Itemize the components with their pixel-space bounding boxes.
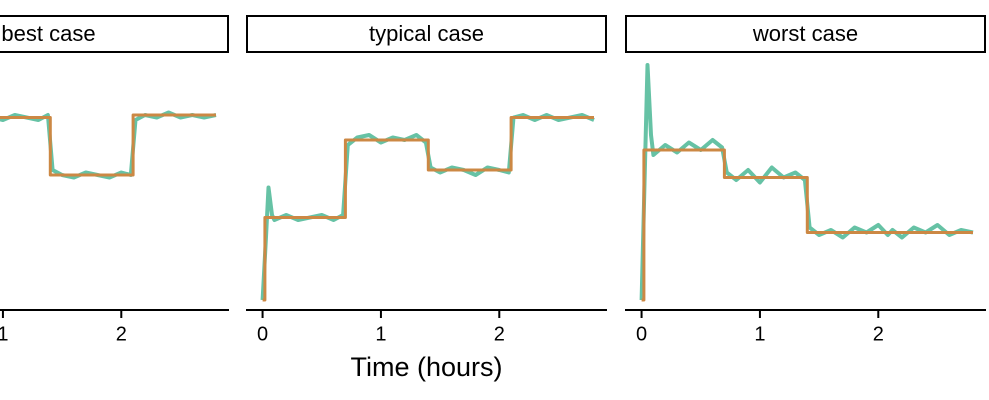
data-line [641, 148, 973, 302]
strip-label: worst case [752, 21, 858, 46]
strip [0, 15, 229, 53]
strip [625, 15, 986, 53]
strip-label: best case [1, 21, 95, 46]
x-tick-label: 2 [494, 323, 505, 345]
x-tick-label: 1 [375, 323, 386, 345]
strip [246, 15, 607, 53]
panel: worst case 0 1 2 [625, 15, 986, 345]
panel: best case 1 2 [0, 15, 229, 345]
x-tick-label: 2 [116, 323, 127, 345]
strip-label: typical case [369, 21, 484, 46]
panel: typical case 0 1 2 Time (hours) [246, 15, 607, 382]
x-axis-label: Time (hours) [350, 352, 502, 382]
data-line [262, 116, 594, 302]
x-tick-label: 0 [636, 323, 647, 345]
x-tick-label: 0 [257, 323, 268, 345]
x-tick-label: 2 [873, 323, 884, 345]
x-tick-label: 1 [0, 323, 8, 345]
data-line [0, 110, 217, 180]
data-line [0, 113, 216, 177]
x-tick-label: 1 [754, 323, 765, 345]
